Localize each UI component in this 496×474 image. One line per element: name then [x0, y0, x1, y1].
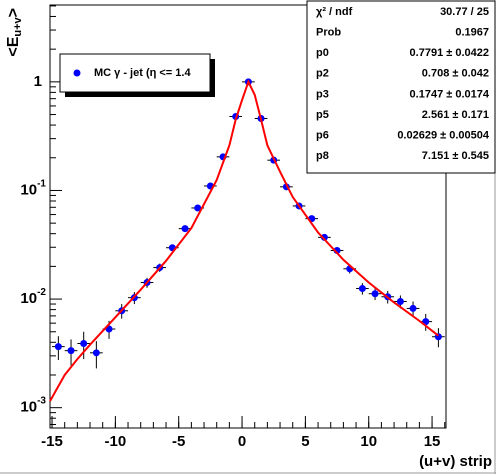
x-axis-label: (u+v) strip	[419, 453, 492, 470]
stat-label: p3	[316, 88, 329, 100]
y-label-main: <E	[5, 36, 22, 56]
y-label-end: >	[5, 8, 22, 17]
tick-exponent: -2	[37, 287, 46, 298]
data-point	[67, 347, 75, 355]
stat-value: 0.7791 ± 0.0422	[410, 47, 489, 59]
data-point	[409, 304, 417, 312]
stat-label: p2	[316, 68, 329, 80]
data-point	[181, 225, 189, 233]
y-axis-label: <Eu+v>	[5, 8, 24, 57]
y-label-sub: u+v	[12, 16, 24, 36]
data-point	[54, 343, 62, 351]
legend-label: MC γ - jet (η <= 1.4	[94, 67, 191, 79]
frame	[49, 4, 447, 429]
stat-value: 0.02629 ± 0.00504	[397, 130, 490, 142]
legend-marker	[73, 69, 81, 77]
stat-value: 0.1967	[455, 27, 489, 39]
legend	[59, 53, 211, 93]
data-point	[320, 233, 328, 241]
data-point	[358, 285, 366, 293]
data-point	[92, 349, 100, 357]
stat-value: 0.1747 ± 0.0174	[410, 88, 490, 100]
stat-value: 2.561 ± 0.171	[422, 109, 489, 121]
data-point	[80, 339, 88, 347]
x-tick-label: 0	[238, 433, 246, 450]
data-point	[194, 204, 202, 212]
stat-value: 7.151 ± 0.545	[422, 150, 489, 162]
data-point	[396, 297, 404, 305]
stat-label: χ² / ndf	[316, 6, 353, 18]
stats-box	[306, 0, 496, 174]
stat-label: p8	[316, 150, 329, 162]
fit-curve	[49, 79, 440, 402]
y-tick-label: 10-2	[20, 287, 46, 307]
stat-label: p6	[316, 130, 329, 142]
x-tick-label: 5	[301, 433, 309, 450]
x-tick-label: -5	[172, 433, 185, 450]
x-tick-label: -10	[105, 433, 127, 450]
y-tick-label: 1	[34, 73, 42, 90]
stat-label: p5	[316, 109, 329, 121]
stat-value: 30.77 / 25	[440, 6, 489, 18]
tick-base: 10	[20, 290, 37, 307]
stat-value: 0.708 ± 0.042	[422, 68, 489, 80]
x-tick-label: -15	[41, 433, 63, 450]
y-tick-label: 10-3	[20, 395, 46, 415]
tick-exponent: -3	[37, 395, 46, 406]
tick-base: 10	[20, 399, 37, 416]
x-tick-label: 10	[360, 433, 377, 450]
tick-base: 10	[20, 181, 37, 198]
tick-exponent: -1	[37, 178, 46, 189]
y-tick-label: 10-1	[20, 178, 46, 198]
stat-label: p0	[316, 47, 329, 59]
x-tick-label: 15	[424, 433, 441, 450]
data-point	[371, 290, 379, 298]
stat-label: Prob	[316, 27, 341, 39]
